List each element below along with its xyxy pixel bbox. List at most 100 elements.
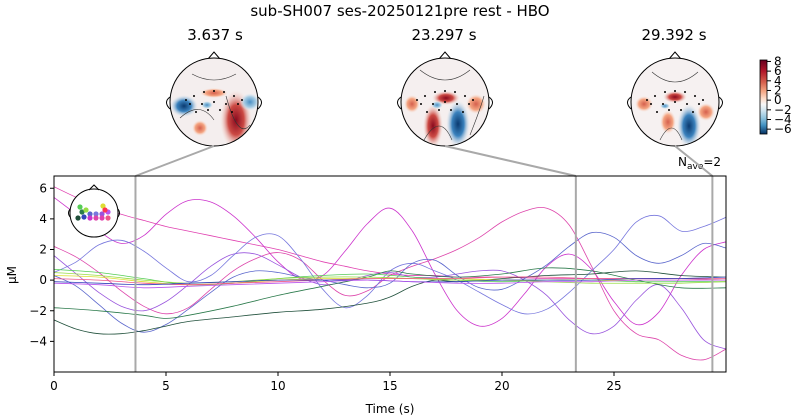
sensor-layout-inset <box>68 184 120 238</box>
y-axis-label: µM <box>5 266 19 284</box>
series-line-4 <box>54 252 726 350</box>
colorbar-tick-label: 2 <box>774 83 782 97</box>
inset-sensor-dot <box>93 211 99 217</box>
series-line-8 <box>54 270 726 335</box>
inset-sensor-dot <box>93 215 99 221</box>
colorbar-tick-label: 0 <box>774 93 782 107</box>
topomap-connector-2 <box>444 145 577 177</box>
sensor-dot <box>456 103 458 105</box>
sensor-dot <box>702 99 704 101</box>
sensor-dot <box>213 90 215 92</box>
sensor-dot <box>416 99 418 101</box>
sensor-dot <box>684 91 686 93</box>
colorbar-tick-label: 8 <box>774 54 782 68</box>
sensor-dot <box>434 91 436 93</box>
sensor-dot <box>426 111 428 113</box>
sensor-dot <box>241 99 243 101</box>
y-tick-label: −2 <box>29 304 47 318</box>
sensor-dot <box>420 103 422 105</box>
topomap-time-label-2: 23.297 s <box>411 26 476 44</box>
y-tick-label: 6 <box>39 181 47 195</box>
sensor-dot <box>686 103 688 105</box>
sensor-dot <box>201 103 203 105</box>
x-tick-label: 15 <box>382 379 397 393</box>
colorbar-tick-label: −4 <box>774 112 792 126</box>
x-tick-label: 25 <box>606 379 621 393</box>
sensor-dot <box>654 95 656 97</box>
sensor-dot <box>225 103 227 105</box>
sensor-dot <box>674 101 676 103</box>
sensor-dot <box>694 95 696 97</box>
x-tick-label: 5 <box>162 379 170 393</box>
sensor-dot <box>656 111 658 113</box>
topomap-time-label-1: 3.637 s <box>187 26 243 44</box>
series-line-1 <box>54 186 726 281</box>
inset-sensor-dot <box>87 215 93 221</box>
y-tick-label: 0 <box>39 273 47 287</box>
topomap-1 <box>166 51 262 147</box>
x-tick-label: 0 <box>50 379 58 393</box>
inset-sensor-dot <box>102 207 108 213</box>
inset-sensor-dot <box>99 215 105 221</box>
sensor-dot <box>450 109 452 111</box>
inset-sensor-dot <box>100 203 106 209</box>
series-line-5 <box>54 214 726 315</box>
sensor-dot <box>223 91 225 93</box>
sensor-dot <box>698 103 700 105</box>
topomap-time-label-3: 29.392 s <box>641 26 706 44</box>
sensor-dot <box>646 99 648 101</box>
sensor-dot <box>438 109 440 111</box>
sensor-dot <box>668 109 670 111</box>
series-line-14 <box>54 279 726 289</box>
sensor-dot <box>468 103 470 105</box>
sensor-dot <box>674 90 676 92</box>
inset-sensor-dot <box>99 211 105 217</box>
sensor-dot <box>692 111 694 113</box>
sensor-dot <box>195 111 197 113</box>
sensor-dot <box>233 95 235 97</box>
sensor-dot <box>472 99 474 101</box>
inset-sensor-dot <box>77 204 83 210</box>
inset-sensor-dot <box>75 215 81 221</box>
sensor-dot <box>662 103 664 105</box>
x-tick-label: 20 <box>494 379 509 393</box>
colorbar-tick-label: 6 <box>774 64 782 78</box>
sensor-dot <box>650 103 652 105</box>
sensor-dot <box>193 95 195 97</box>
colorbar-tick-label: −6 <box>774 122 792 136</box>
sensor-dot <box>680 109 682 111</box>
inset-sensor-dot <box>105 215 111 221</box>
series-line-10 <box>54 272 726 284</box>
sensor-dot <box>444 90 446 92</box>
sensor-dot <box>462 111 464 113</box>
topomap-connector-3 <box>674 145 714 177</box>
inset-sensor-dot <box>81 214 87 220</box>
sensor-dot <box>219 109 221 111</box>
colorbar-tick-label: 4 <box>774 74 782 88</box>
y-tick-label: 4 <box>39 212 47 226</box>
inset-sensor-dot <box>87 211 93 217</box>
sensor-dot <box>444 101 446 103</box>
series-line-2 <box>54 197 726 327</box>
series-line-7 <box>54 267 726 319</box>
sensor-dot <box>424 95 426 97</box>
topomap-3 <box>627 51 723 147</box>
topomap-connector-1 <box>135 145 215 177</box>
chart-title: sub-SH007 ses-20250121pre rest - HBO <box>250 2 549 20</box>
sensor-dot <box>207 109 209 111</box>
sensor-dot <box>454 91 456 93</box>
x-axis-label: Time (s) <box>365 402 415 416</box>
colorbar-tick-label: −2 <box>774 103 792 117</box>
sensor-dot <box>203 91 205 93</box>
nave-label: Nave=2 <box>678 155 721 172</box>
y-tick-label: −4 <box>29 334 47 348</box>
x-tick-label: 10 <box>270 379 285 393</box>
sensor-dot <box>185 99 187 101</box>
sensor-dot <box>231 111 233 113</box>
sensor-dot <box>464 95 466 97</box>
butterfly-plot: 0 5 10 15 20 25 −4 −2 0 2 4 6 Time (s) µM <box>5 145 727 416</box>
sensor-dot <box>189 103 191 105</box>
series-line-6 <box>54 231 726 333</box>
